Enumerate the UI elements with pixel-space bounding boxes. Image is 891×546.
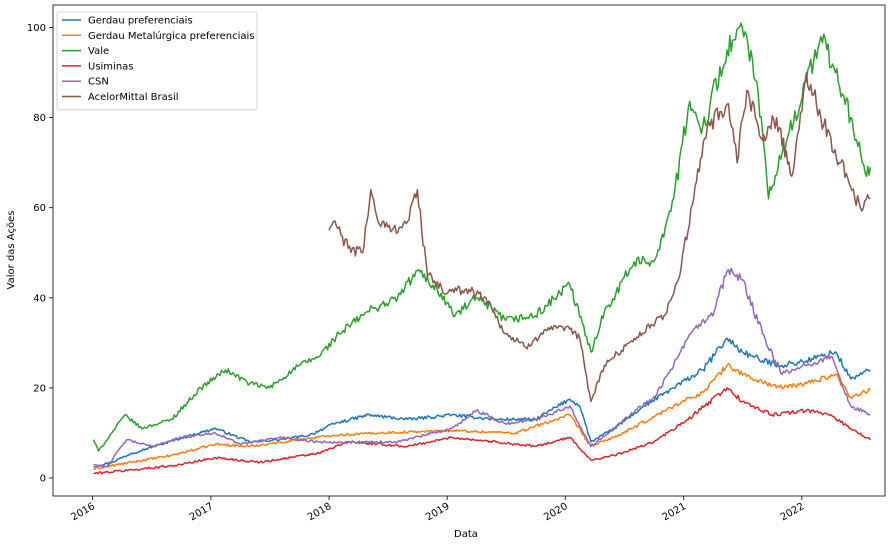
series-layer xyxy=(92,22,872,475)
y-tick-label: 0 xyxy=(40,473,46,484)
y-tick-label: 60 xyxy=(33,203,46,214)
x-axis-label: Data xyxy=(454,529,478,540)
series-line-0 xyxy=(93,337,871,468)
x-axis: 2016 2017 2018 2019 2020 2021 2022 xyxy=(69,496,806,523)
legend-label: AcelorMittal Brasil xyxy=(88,92,179,103)
series-line-5 xyxy=(328,71,871,403)
legend-box xyxy=(56,11,258,111)
x-tick-label: 2017 xyxy=(188,501,216,523)
x-tick-label: 2016 xyxy=(69,501,97,523)
x-tick-label: 2020 xyxy=(542,501,570,523)
legend: Gerdau preferenciais Gerdau Metalúrgica p… xyxy=(56,11,258,111)
y-tick-label: 80 xyxy=(33,113,46,124)
x-tick-label: 2019 xyxy=(424,501,452,523)
legend-label: Gerdau Metalúrgica preferenciais xyxy=(88,30,254,42)
legend-label: Gerdau preferenciais xyxy=(88,16,193,27)
x-tick-label: 2021 xyxy=(661,501,689,523)
y-axis-label: Valor das Ações xyxy=(6,211,17,290)
series-line-3 xyxy=(93,387,872,475)
y-tick-label: 100 xyxy=(27,23,46,34)
x-tick-label: 2018 xyxy=(306,501,334,523)
y-tick-label: 40 xyxy=(33,293,46,304)
x-tick-label: 2022 xyxy=(779,501,807,523)
y-tick-label: 20 xyxy=(33,383,46,394)
series-line-1 xyxy=(93,362,871,470)
series-line-4 xyxy=(93,267,871,468)
y-axis: 0 20 40 60 80 100 xyxy=(27,23,53,484)
legend-label: Usiminas xyxy=(88,61,134,72)
legend-label: CSN xyxy=(88,77,109,88)
legend-label: Vale xyxy=(88,46,109,57)
